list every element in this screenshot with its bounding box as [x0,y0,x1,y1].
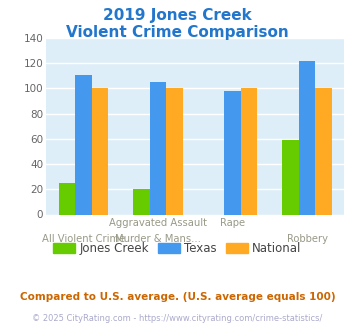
Text: Robbery: Robbery [286,234,328,244]
Bar [299,61,315,214]
Text: All Violent Crime: All Violent Crime [42,234,125,244]
Text: Aggravated Assault: Aggravated Assault [109,218,207,228]
Text: Compared to U.S. average. (U.S. average equals 100): Compared to U.S. average. (U.S. average … [20,292,335,302]
Text: © 2025 CityRating.com - https://www.cityrating.com/crime-statistics/: © 2025 CityRating.com - https://www.city… [32,314,323,323]
Bar [92,88,108,214]
Text: 2019 Jones Creek: 2019 Jones Creek [103,8,252,23]
Bar [150,82,166,214]
Text: Violent Crime Comparison: Violent Crime Comparison [66,25,289,40]
Bar [59,183,75,214]
Legend: Jones Creek, Texas, National: Jones Creek, Texas, National [49,237,306,260]
Bar [315,88,332,214]
Bar [224,91,241,214]
Bar [133,189,150,214]
Text: Rape: Rape [220,218,245,228]
Bar [166,88,182,214]
Bar [283,140,299,214]
Bar [241,88,257,214]
Text: Murder & Mans...: Murder & Mans... [115,234,201,244]
Bar [75,75,92,214]
